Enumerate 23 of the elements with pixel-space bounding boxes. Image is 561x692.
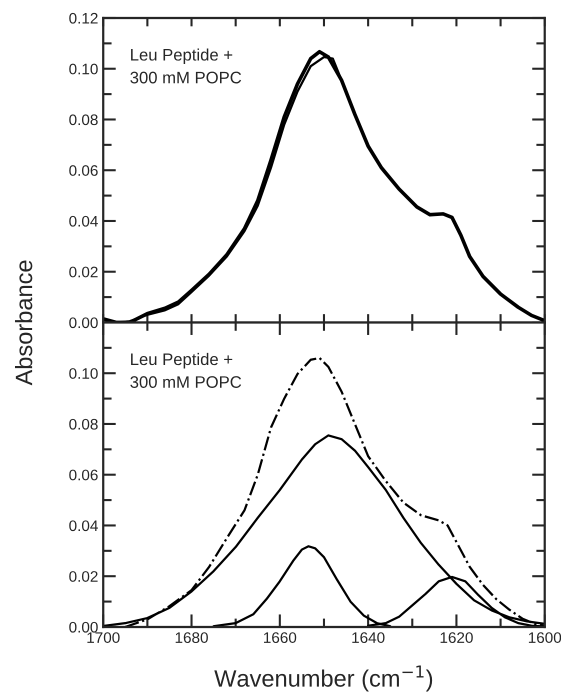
y-tick-label: 0.08 [69,114,98,126]
y-axis-title: Absorbance [14,260,32,386]
y-tick-label: 0.10 [69,368,98,379]
y-tick-label: 0.12 [69,12,98,24]
x-tick-label: 1660 [264,632,296,644]
x-tick-label: 1700 [87,632,120,644]
x-tick-label: 1620 [440,632,473,644]
y-tick-label: 0.10 [69,64,98,74]
x-tick-label: 1640 [352,632,385,644]
y-tick-label: 0.00 [69,317,98,328]
x-axis-title: Wavenumber (cm$^{−1}$) [214,666,432,692]
y-tick-label: 0.02 [69,266,98,278]
y-tick-label: 0.04 [69,520,98,532]
x-tick-label: 1680 [176,632,208,644]
y-tick-label: 0.06 [69,470,98,480]
y-tick-label: 0.00 [69,622,98,633]
y-tick-label: 0.06 [69,165,98,176]
annotation: Leu Peptide + 300 mM POPC [130,48,242,84]
y-tick-label: 0.04 [69,216,98,227]
x-tick-label: 1600 [528,632,561,644]
y-tick-label: 0.02 [69,571,98,582]
y-tick-label: 0.08 [69,418,98,430]
annotation: Leu Peptide + 300 mM POPC [130,352,242,388]
